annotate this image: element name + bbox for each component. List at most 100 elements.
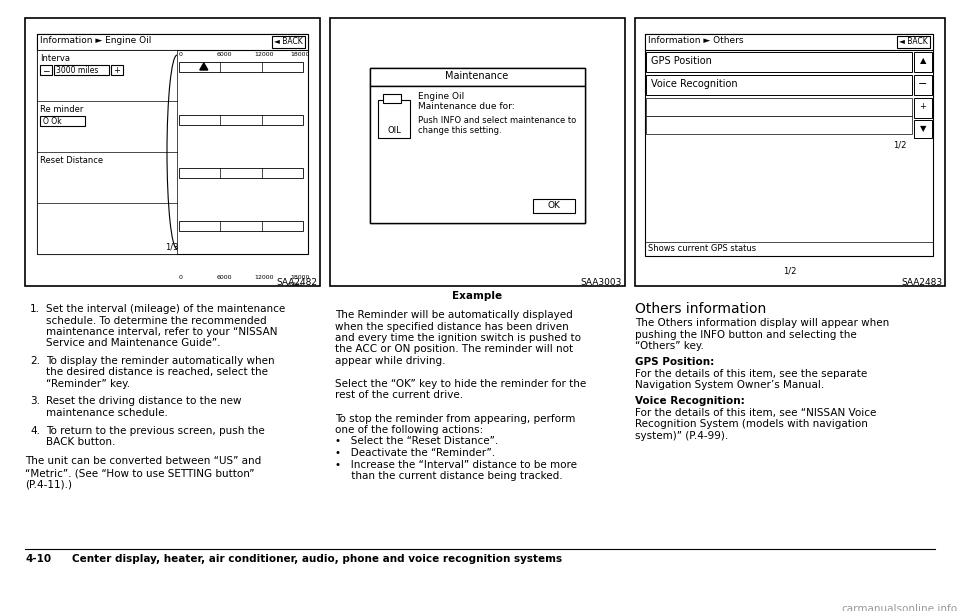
Text: Select the “OK” key to hide the reminder for the: Select the “OK” key to hide the reminder… (335, 379, 587, 389)
Text: Information ► Engine Oil: Information ► Engine Oil (40, 36, 152, 45)
Text: To stop the reminder from appearing, perform: To stop the reminder from appearing, per… (335, 414, 575, 423)
Text: carmanualsonline.info: carmanualsonline.info (841, 604, 957, 611)
Text: ◄ BACK: ◄ BACK (899, 37, 927, 46)
Text: Recognition System (models with navigation: Recognition System (models with navigati… (635, 419, 868, 429)
Text: 3.: 3. (30, 397, 40, 406)
Bar (370, 68, 585, 223)
Bar (914, 52, 932, 72)
Text: appear while driving.: appear while driving. (335, 356, 445, 366)
Text: Engine Oil: Engine Oil (418, 92, 465, 101)
Bar (179, 115, 303, 125)
Text: 12000: 12000 (254, 52, 275, 57)
Text: maintenance schedule.: maintenance schedule. (46, 408, 168, 418)
Bar (378, 100, 410, 138)
Text: GPS Position:: GPS Position: (635, 357, 714, 367)
Text: The unit can be converted between “US” and: The unit can be converted between “US” a… (25, 456, 261, 467)
Bar (533, 199, 575, 213)
Text: 1/2: 1/2 (893, 140, 906, 149)
Text: Navigation System Owner’s Manual.: Navigation System Owner’s Manual. (635, 380, 825, 390)
Text: SAA3003: SAA3003 (581, 278, 622, 287)
Text: Reset Distance: Reset Distance (40, 156, 103, 165)
Text: “Reminder” key.: “Reminder” key. (46, 379, 131, 389)
Polygon shape (200, 63, 207, 70)
Text: 4.: 4. (30, 425, 40, 436)
Bar (330, 18, 625, 286)
Text: Center display, heater, air conditioner, audio, phone and voice recognition syst: Center display, heater, air conditioner,… (72, 554, 563, 564)
Text: 0: 0 (179, 275, 182, 280)
Text: Voice Recognition:: Voice Recognition: (635, 396, 745, 406)
Bar (645, 34, 933, 256)
Text: BACK button.: BACK button. (46, 437, 115, 447)
Text: ▼: ▼ (920, 124, 926, 133)
Text: change this setting.: change this setting. (418, 126, 502, 135)
Text: “Metric”. (See “How to use SETTING button”: “Metric”. (See “How to use SETTING butto… (25, 468, 254, 478)
Text: than the current distance being tracked.: than the current distance being tracked. (335, 471, 563, 481)
Bar (179, 62, 303, 72)
Text: •   Deactivate the “Reminder”.: • Deactivate the “Reminder”. (335, 448, 495, 458)
Text: Information ► Others: Information ► Others (648, 36, 743, 45)
Text: For the details of this item, see “NISSAN Voice: For the details of this item, see “NISSA… (635, 408, 876, 418)
Text: Service and Maintenance Guide”.: Service and Maintenance Guide”. (46, 338, 221, 348)
Bar (914, 120, 932, 138)
Text: 0: 0 (179, 52, 182, 57)
Text: O Ok: O Ok (43, 117, 61, 126)
Bar (646, 116, 912, 134)
Bar (383, 94, 401, 103)
Text: one of the following actions:: one of the following actions: (335, 425, 483, 435)
Text: 1/2: 1/2 (783, 266, 797, 275)
Text: 2.: 2. (30, 356, 40, 366)
Text: Maintenance due for:: Maintenance due for: (418, 102, 515, 111)
Text: Re minder: Re minder (40, 105, 84, 114)
Bar (645, 34, 933, 50)
Text: −: − (919, 79, 927, 89)
Bar (914, 98, 932, 118)
Bar (54, 65, 109, 75)
Text: OK: OK (547, 201, 561, 210)
Text: To display the reminder automatically when: To display the reminder automatically wh… (46, 356, 275, 366)
Text: 18000: 18000 (290, 275, 309, 280)
Text: Example: Example (452, 291, 502, 301)
Text: rest of the current drive.: rest of the current drive. (335, 390, 463, 400)
Bar (370, 68, 585, 86)
Text: 3000 miles: 3000 miles (56, 66, 98, 75)
Bar (25, 18, 320, 286)
Text: SAA2482: SAA2482 (276, 278, 317, 287)
Text: 6000: 6000 (217, 275, 232, 280)
Text: (P.4-11).): (P.4-11).) (25, 480, 72, 489)
Bar (646, 75, 912, 95)
Text: Reset the driving distance to the new: Reset the driving distance to the new (46, 397, 242, 406)
Text: 6000: 6000 (217, 52, 232, 57)
Text: Shows current GPS status: Shows current GPS status (648, 244, 756, 253)
Text: “Others” key.: “Others” key. (635, 341, 704, 351)
Text: Set the interval (mileage) of the maintenance: Set the interval (mileage) of the mainte… (46, 304, 285, 314)
Text: 4-10: 4-10 (25, 554, 51, 564)
Bar (897, 36, 930, 48)
Text: system)” (P.4-99).: system)” (P.4-99). (635, 431, 729, 441)
Text: For the details of this item, see the separate: For the details of this item, see the se… (635, 368, 867, 379)
Text: OIL: OIL (387, 126, 401, 135)
Bar (370, 86, 585, 223)
Text: 12000: 12000 (254, 275, 275, 280)
Text: The Others information display will appear when: The Others information display will appe… (635, 318, 889, 328)
Bar (272, 36, 305, 48)
Bar (914, 75, 932, 95)
Text: −: − (42, 66, 50, 75)
Text: the desired distance is reached, select the: the desired distance is reached, select … (46, 367, 268, 378)
Text: SAA2483: SAA2483 (900, 278, 942, 287)
Bar (635, 18, 945, 286)
Text: Interva: Interva (40, 54, 70, 63)
Bar (37, 34, 308, 50)
Text: the ACC or ON position. The reminder will not: the ACC or ON position. The reminder wil… (335, 345, 573, 354)
Text: •   Select the “Reset Distance”.: • Select the “Reset Distance”. (335, 436, 498, 447)
Bar (37, 34, 308, 254)
Text: ▲: ▲ (920, 56, 926, 65)
Text: 18000: 18000 (290, 52, 309, 57)
Bar (646, 98, 912, 116)
Text: Others information: Others information (635, 302, 766, 316)
Text: +: + (920, 102, 926, 111)
Text: Maintenance: Maintenance (445, 71, 509, 81)
Bar (646, 52, 912, 72)
Bar (40, 116, 85, 126)
Text: 1/3: 1/3 (165, 242, 179, 251)
Text: pushing the INFO button and selecting the: pushing the INFO button and selecting th… (635, 329, 856, 340)
